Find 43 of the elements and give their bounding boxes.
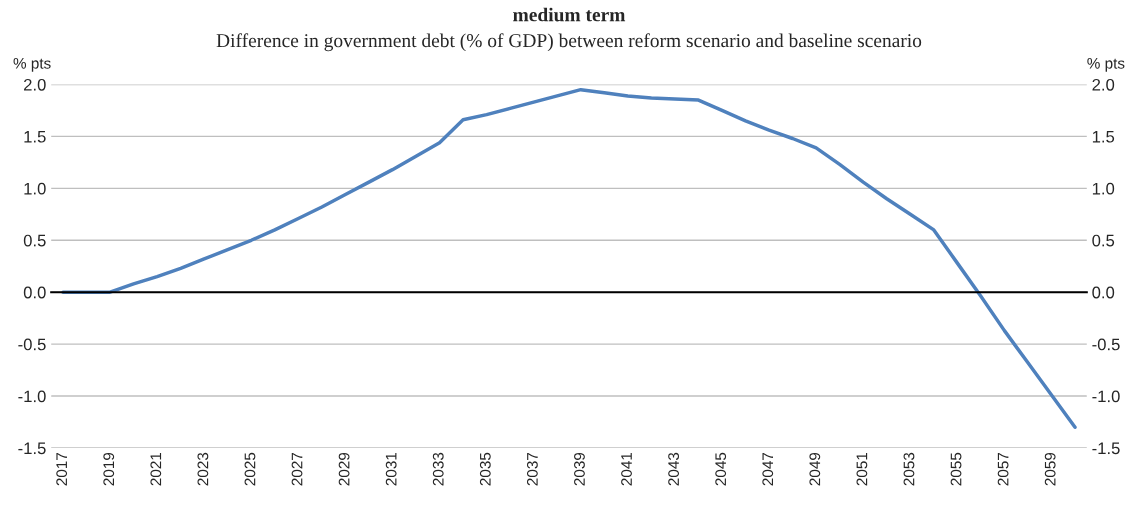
y2-axis-title: % pts — [1087, 57, 1125, 72]
x-tick-label: 2031 — [385, 452, 397, 486]
y2-tick-label: 1.5 — [1092, 130, 1115, 143]
x-tick-label: 2057 — [997, 452, 1009, 486]
y-tick-label: -1.5 — [18, 442, 46, 455]
x-tick-label: 2041 — [621, 452, 632, 486]
y2-tick-label: 1.0 — [1092, 182, 1115, 195]
y-tick-label: 2.0 — [24, 78, 46, 91]
y2-tick-label: -0.5 — [1092, 338, 1120, 351]
y2-tick-label: 0.0 — [1092, 286, 1115, 299]
chart-subtitle: Difference in government debt (% of GDP) between reform scenario and baseline scenario — [216, 33, 922, 52]
x-tick-label: 2027 — [291, 452, 303, 486]
x-tick-label: 2021 — [150, 452, 162, 486]
x-tick-label: 2029 — [338, 452, 350, 486]
x-tick-label: 2019 — [103, 452, 115, 486]
chart-title: medium term — [513, 7, 626, 22]
x-tick-label: 2037 — [526, 452, 538, 486]
x-tick-label: 2025 — [244, 452, 256, 486]
x-tick-label: 2053 — [903, 452, 915, 486]
x-tick-label: 2039 — [574, 452, 585, 486]
x-tick-label: 2017 — [56, 452, 68, 486]
y-tick-label: 0.0 — [23, 286, 46, 299]
x-tick-label: 2045 — [715, 452, 727, 486]
x-tick-label: 2059 — [1044, 452, 1056, 486]
x-tick-label: 2049 — [809, 452, 821, 486]
y-axis-title: % pts — [13, 57, 51, 72]
y-tick-label: -0.5 — [18, 338, 46, 351]
y2-tick-label: -1.0 — [1092, 390, 1120, 403]
x-tick-label: 2035 — [479, 452, 491, 486]
x-tick-label: 2055 — [950, 452, 962, 486]
x-tick-label: 2033 — [432, 452, 444, 486]
x-tick-label: 2023 — [197, 452, 209, 486]
x-tick-label: 2047 — [762, 452, 774, 486]
y-tick-label: 1.5 — [24, 130, 46, 143]
y-tick-label: 1.0 — [24, 182, 46, 195]
y2-tick-label: 0.5 — [1092, 234, 1115, 247]
y2-tick-label: -1.5 — [1092, 442, 1120, 455]
x-tick-label: 2051 — [856, 452, 868, 486]
line-series — [61, 87, 1077, 429]
y2-tick-label: 2.0 — [1092, 78, 1115, 91]
y-tick-label: 0.5 — [23, 234, 46, 247]
x-tick-label: 2043 — [668, 452, 680, 486]
y-tick-label: -1.0 — [18, 390, 46, 403]
